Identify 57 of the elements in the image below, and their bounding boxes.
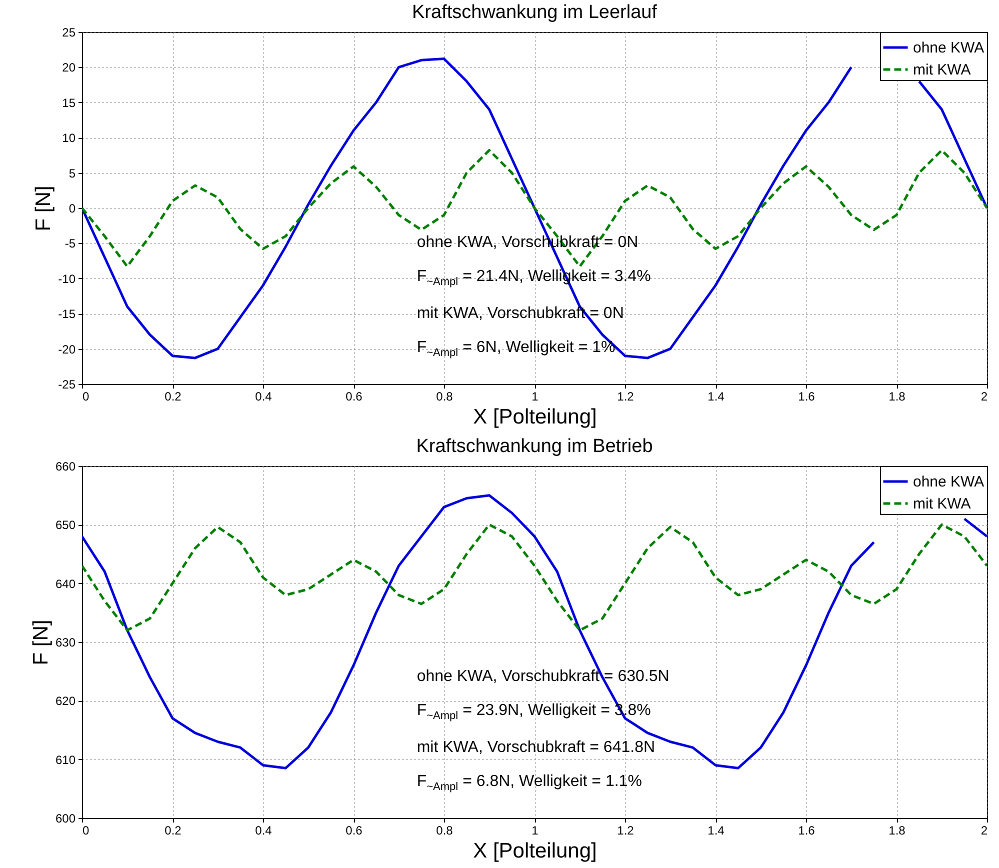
y-tick-label: 610 <box>55 752 76 767</box>
annotation: F$_{~Ampl}$ = 6N, Welligkeit = 1% <box>416 338 616 359</box>
annotation: mit KWA, Vorschubkraft = 641.8N <box>416 738 656 757</box>
x-tick-label: 1.8 <box>888 390 906 404</box>
x-tick-label: 0.8 <box>436 824 454 838</box>
x-tick-label: 2 <box>980 824 988 838</box>
line-series <box>82 149 987 268</box>
y-tick-label: -20 <box>58 342 76 356</box>
y-tick-label: 650 <box>55 518 76 532</box>
x-tick-label: 1.4 <box>708 390 725 404</box>
y-tick-label: -25 <box>58 378 76 392</box>
x-tick-label: 0.2 <box>164 824 182 838</box>
y-tick-label: 10 <box>62 131 76 146</box>
x-tick-label: 1 <box>532 390 539 404</box>
y-tick-label: 620 <box>55 694 76 708</box>
x-tick-label: 0.4 <box>255 824 272 838</box>
legend-label: ohne KWA <box>913 474 984 490</box>
x-tick-label: 0.6 <box>346 390 363 404</box>
x-tick-label: 0.8 <box>436 390 454 404</box>
y-tick-label: -5 <box>64 236 76 251</box>
x-tick-label: 1.2 <box>617 824 634 838</box>
y-axis-title: F [N] <box>32 186 56 232</box>
x-tick-label: 0.2 <box>164 390 182 404</box>
y-tick-label: -10 <box>58 272 76 286</box>
chart-title: Kraftschwankung im Betrieb <box>416 436 653 457</box>
x-tick-label: 0.6 <box>346 824 363 838</box>
x-tick-label: 0.4 <box>255 390 272 404</box>
y-tick-label: 25 <box>62 26 76 40</box>
y-tick-label: 640 <box>55 576 76 591</box>
x-axis-title: X [Polteilung] <box>473 840 597 862</box>
legend-label: mit KWA <box>913 62 971 78</box>
annotation: mit KWA, Vorschubkraft = 0N <box>416 304 624 323</box>
x-axis-title: X [Polteilung] <box>473 406 597 428</box>
x-tick-label: 1.6 <box>798 824 816 838</box>
chart-title: Kraftschwankung im Leerlauf <box>412 2 658 23</box>
annotation: F$_{~Ampl}$ = 6.8N, Welligkeit = 1.1% <box>416 772 642 793</box>
x-tick-label: 0 <box>82 824 90 838</box>
x-tick-label: 1.2 <box>617 390 634 404</box>
legend-label: ohne KWA <box>913 40 984 56</box>
y-tick-label: 0 <box>68 202 76 216</box>
y-tick-label: 5 <box>68 166 76 180</box>
x-tick-label: 0 <box>82 390 90 404</box>
y-axis-title: F [N] <box>29 620 52 666</box>
legend-label: mit KWA <box>913 496 971 512</box>
y-tick-label: 630 <box>55 636 76 650</box>
x-tick-label: 1.8 <box>888 824 906 838</box>
x-tick-label: 1 <box>532 824 539 838</box>
y-tick-label: 15 <box>62 96 76 110</box>
annotation: ohne KWA, Vorschubkraft = 630.5N <box>416 668 670 686</box>
line-series <box>82 523 987 632</box>
y-tick-label: 20 <box>62 60 76 75</box>
y-tick-label: -15 <box>58 307 76 322</box>
y-tick-label: 660 <box>55 460 76 474</box>
x-tick-label: 2 <box>980 390 988 404</box>
x-tick-label: 1.4 <box>708 824 725 838</box>
y-tick-label: 600 <box>55 812 76 826</box>
x-tick-label: 1.6 <box>798 390 816 404</box>
